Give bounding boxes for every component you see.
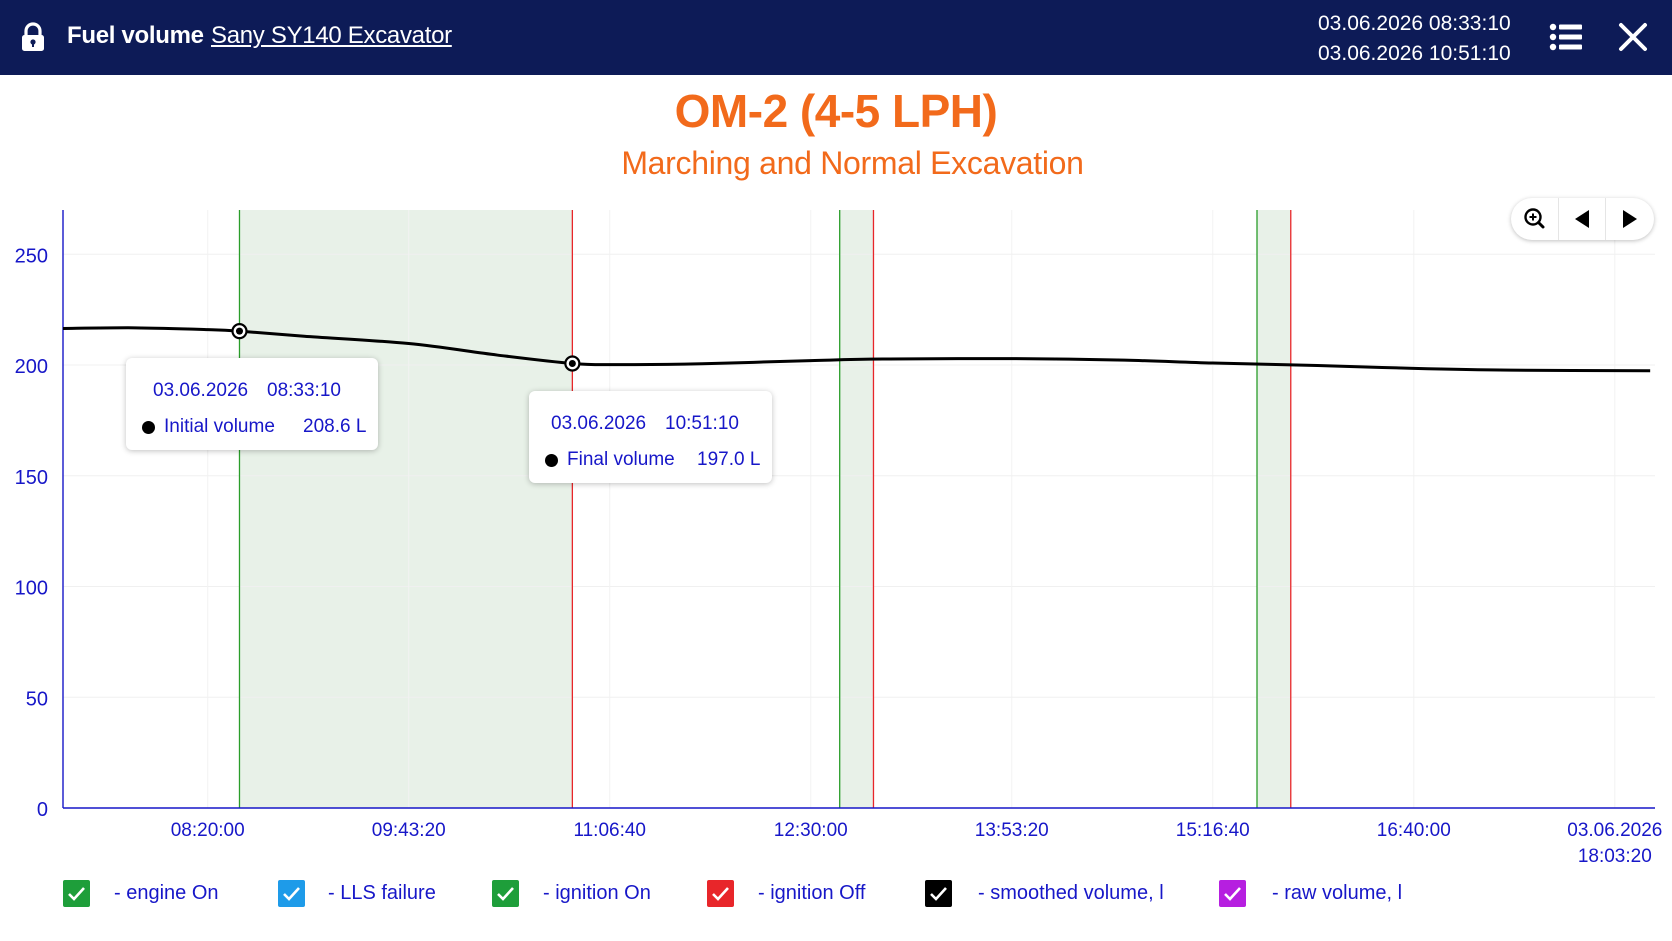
legend-label: - engine On — [114, 882, 219, 904]
tooltip-label: Initial volume — [164, 416, 275, 437]
x-tick-label: 12:30:00 — [774, 820, 848, 841]
checkbox[interactable] — [707, 880, 734, 907]
tooltip-time: 10:51:10 — [665, 413, 739, 434]
chart-title: OM-2 (4-5 LPH) — [674, 85, 998, 137]
x-tick-label: 13:53:20 — [975, 820, 1049, 841]
x-tick-label: 11:06:40 — [573, 820, 646, 841]
zoom-in-icon — [1524, 208, 1545, 229]
close-icon[interactable] — [1616, 20, 1650, 54]
list-menu-icon[interactable] — [1549, 22, 1583, 52]
legend-label: - ignition Off — [758, 882, 866, 904]
x-tick-label: 03.06.2026 18:03:20 — [1567, 820, 1662, 865]
legend-label: - LLS failure — [328, 882, 436, 904]
legend-label: - smoothed volume, l — [978, 882, 1164, 904]
checkbox[interactable] — [1219, 880, 1246, 907]
x-tick-label: 09:43:20 — [372, 820, 446, 841]
series-dot — [142, 421, 155, 434]
tooltip-label: Final volume — [567, 449, 675, 470]
arrow-right-icon — [1623, 210, 1637, 228]
date-to: 03.06.2026 10:51:10 — [1318, 42, 1511, 65]
tooltip-date: 03.06.2026 — [153, 380, 249, 401]
y-tick-label: 150 — [15, 467, 48, 489]
x-tick-label: 08:20:00 — [171, 820, 245, 841]
x-tick-label: 15:16:40 — [1176, 820, 1250, 841]
engine-on-band — [1257, 210, 1291, 808]
check-icon — [497, 887, 514, 901]
y-tick-label: 200 — [15, 356, 48, 378]
y-tick-label: 250 — [15, 245, 48, 267]
tooltip-time: 08:33:10 — [267, 380, 341, 401]
date-from: 03.06.2026 08:33:10 — [1318, 12, 1511, 35]
check-icon — [930, 887, 947, 901]
series-dot — [545, 454, 558, 467]
tooltip-value: 208.6 L — [303, 416, 367, 437]
checkbox[interactable] — [63, 880, 90, 907]
page-title: Fuel volume — [67, 22, 204, 49]
volume-marker-dot — [568, 359, 576, 367]
legend-label: - raw volume, l — [1272, 882, 1403, 904]
check-icon — [1224, 887, 1241, 901]
checkbox[interactable] — [492, 880, 519, 907]
engine-on-band — [239, 210, 573, 808]
volume-marker-dot — [235, 327, 243, 335]
checkbox[interactable] — [925, 880, 952, 907]
lock-icon[interactable] — [20, 22, 46, 52]
checkbox[interactable] — [278, 880, 305, 907]
y-tick-label: 0 — [37, 799, 48, 821]
date-range: 03.06.2026 08:33:10 03.06.2026 10:51:10 — [1318, 9, 1511, 69]
next-button[interactable] — [1605, 198, 1653, 240]
y-tick-label: 50 — [26, 688, 48, 710]
arrow-left-icon — [1575, 210, 1589, 228]
check-icon — [712, 887, 729, 901]
tooltip-date: 03.06.2026 — [551, 413, 647, 434]
vehicle-link[interactable]: Sany SY140 Excavator — [211, 22, 452, 49]
tooltip-final-volume: 03.06.2026 10:51:10 Final volume 197.0 L — [529, 391, 772, 483]
previous-button[interactable] — [1558, 198, 1606, 240]
legend-label: - ignition On — [543, 882, 651, 904]
check-icon — [283, 887, 300, 901]
chart-subtitle: Marching and Normal Excavation — [621, 145, 1084, 181]
header-bar: Fuel volume Sany SY140 Excavator 03.06.2… — [0, 0, 1672, 75]
fuel-volume-chart[interactable]: 0 50 100 150 200 250 08:20:00 09:43:20 11:06:40 1… — [0, 200, 1672, 865]
tooltip-initial-volume: 03.06.2026 08:33:10 Initial volume 208.6… — [126, 358, 378, 450]
smoothed-volume-line — [62, 326, 1651, 373]
engine-on-band — [839, 210, 874, 808]
x-tick-label: 16:40:00 — [1377, 820, 1451, 841]
y-tick-label: 100 — [15, 578, 48, 600]
zoom-button[interactable] — [1511, 198, 1558, 240]
tooltip-value: 197.0 L — [697, 449, 761, 470]
check-icon — [68, 887, 85, 901]
chart-controls — [1511, 198, 1654, 240]
